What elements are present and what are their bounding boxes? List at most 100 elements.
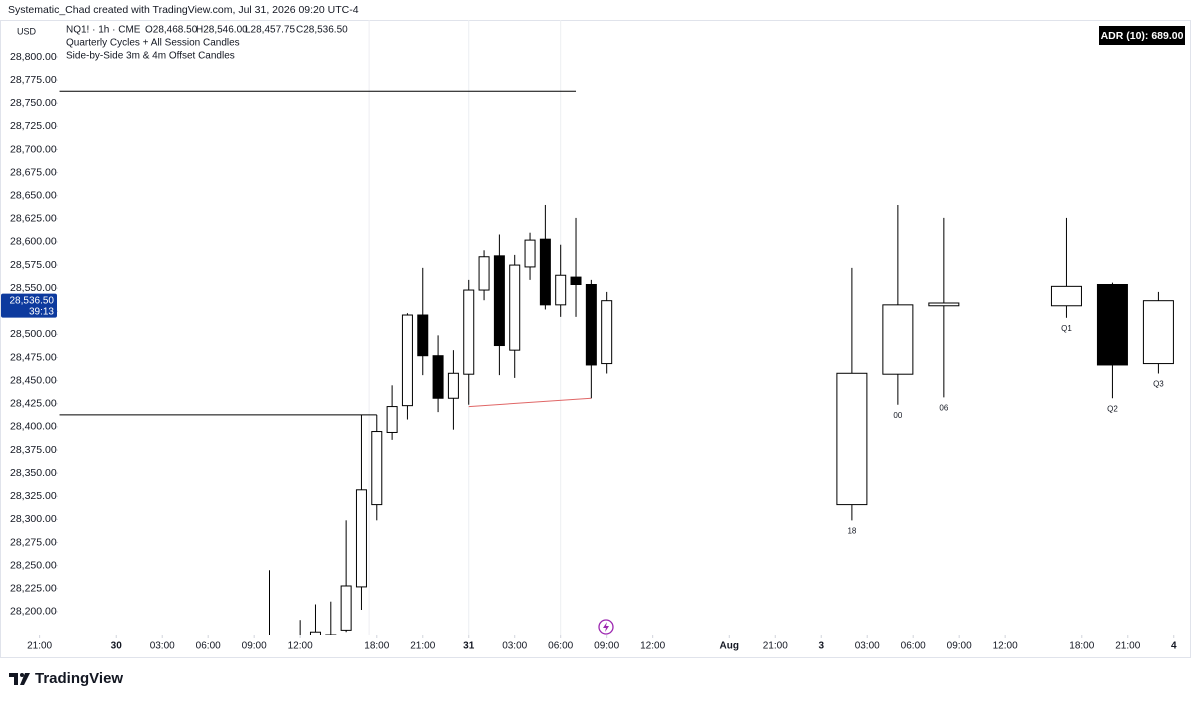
x-tick-label: 03:00 [150,641,175,652]
ohlc-low: L28,457.75 [245,25,295,36]
y-tick-label: 28,425.00 [10,398,57,410]
x-tick-label: 12:00 [993,641,1018,652]
adr-box [1099,26,1185,45]
y-tick-label: 28,325.00 [10,490,57,502]
y-tick-label: 28,475.00 [10,351,57,363]
x-tick-label: 21:00 [27,641,52,652]
y-tick-label: 28,275.00 [10,536,57,548]
ohlc-high: H28,546.00 [196,25,248,36]
brand-name: TradingView [35,670,123,687]
credit: Systematic_Chad created with TradingView… [8,4,359,16]
x-tick-label: 21:00 [1115,641,1140,652]
x-tick-label: 06:00 [196,641,221,652]
candle-body [478,256,490,291]
brand-logo [9,673,30,685]
candle-body [1096,283,1128,366]
candle-body [401,314,413,407]
candle-body [928,302,960,307]
y-tick-label: 28,200.00 [10,606,57,618]
adr-label: ADR (10): 689.00 [1101,30,1184,42]
y-tick-label: 28,500.00 [10,328,57,340]
y-tick-label: 28,775.00 [10,74,57,86]
candle-body [601,300,613,365]
y-tick-label: 28,750.00 [10,97,57,109]
indicator-name: Side-by-Side 3m & 4m Offset Candles [66,51,235,62]
y-tick-label: 28,800.00 [10,51,57,63]
x-tick-label: 12:00 [640,641,665,652]
candle-body [493,255,505,347]
y-tick-label: 28,650.00 [10,189,57,201]
x-tick-label: 30 [111,641,123,652]
candle-body [463,289,475,375]
session-alert-icon [598,619,614,635]
chart-frame [0,20,1191,658]
y-tick-label: 28,450.00 [10,374,57,386]
candle-body [836,372,868,506]
candle-body [570,276,582,285]
symbol: NQ1! · 1h · CME [66,25,141,36]
candle-body [417,314,429,357]
candle-label: Q2 [1107,404,1118,413]
x-tick-label: 09:00 [947,641,972,652]
candle-body [1142,300,1174,365]
candle-body [386,406,398,433]
x-tick-label: 21:00 [763,641,788,652]
y-tick-label: 28,350.00 [10,467,57,479]
candle-body [539,238,551,306]
x-tick-label: 12:00 [288,641,313,652]
x-tick-label: 06:00 [901,641,926,652]
x-tick-label: 06:00 [548,641,573,652]
y-tick-label: 28,250.00 [10,559,57,571]
indicator-name: Quarterly Cycles + All Session Candles [66,38,240,49]
y-tick-label: 28,225.00 [10,583,57,595]
x-tick-label: 18:00 [1069,641,1094,652]
currency: USD [17,26,37,36]
candle-body [371,431,383,506]
x-tick-label: 21:00 [410,641,435,652]
x-tick-label: 09:00 [594,641,619,652]
x-tick-label: 18:00 [364,641,389,652]
y-tick-label: 28,625.00 [10,213,57,225]
y-tick-label: 28,675.00 [10,166,57,178]
x-tick-label: 09:00 [242,641,267,652]
last-price-box [1,293,57,318]
candle-body [355,489,367,588]
candle-label: 00 [893,411,902,420]
ohlc-open: O28,468.50 [145,25,198,36]
x-tick-label: 3 [818,641,824,652]
x-tick-label: 03:00 [502,641,527,652]
candle-body [1050,285,1082,307]
candle-body [882,304,914,375]
y-tick-label: 28,375.00 [10,444,57,456]
candle-body [524,239,536,268]
candle-body [447,372,459,399]
y-tick-label: 28,575.00 [10,259,57,271]
y-tick-label: 28,550.00 [10,282,57,294]
ohlc-close: C28,536.50 [296,25,348,36]
candle-label: 18 [847,526,856,535]
level-line [468,397,592,408]
candle-body [309,631,321,635]
candle-label: 06 [939,403,948,412]
last-price-label: 28,536.50 [10,295,55,306]
candle-body [432,355,444,399]
candle-body [555,274,567,306]
countdown-label: 39:13 [29,306,54,317]
candle-body [585,283,597,366]
candle-body [509,264,521,351]
x-tick-label: 03:00 [855,641,880,652]
candle-label: Q1 [1061,324,1072,333]
x-tick-label: Aug [720,641,739,652]
x-tick-label: 4 [1171,641,1177,652]
y-tick-label: 28,700.00 [10,143,57,155]
y-tick-label: 28,600.00 [10,236,57,248]
y-tick-label: 28,400.00 [10,421,57,433]
candle-body [340,585,352,631]
x-tick-label: 31 [463,641,475,652]
y-tick-label: 28,725.00 [10,120,57,132]
plot-area [59,20,1174,635]
candle-label: Q3 [1153,380,1164,389]
y-tick-label: 28,300.00 [10,513,57,525]
